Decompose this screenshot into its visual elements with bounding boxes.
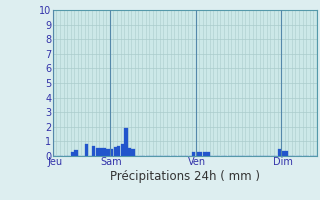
Bar	[203, 152, 206, 156]
Bar	[278, 149, 281, 156]
Bar	[74, 150, 77, 156]
Bar	[121, 144, 124, 156]
Bar	[199, 152, 203, 156]
Bar	[92, 146, 95, 156]
Bar	[114, 147, 117, 156]
Bar	[124, 128, 128, 156]
Bar	[192, 152, 195, 156]
Bar	[132, 149, 135, 156]
Bar	[285, 151, 288, 156]
Bar	[110, 149, 113, 156]
Bar	[71, 152, 74, 156]
Bar	[107, 149, 110, 156]
Bar	[96, 148, 99, 156]
Bar	[99, 148, 103, 156]
Bar	[103, 148, 106, 156]
Bar	[128, 148, 131, 156]
Bar	[85, 144, 88, 156]
Bar	[281, 151, 284, 156]
Bar	[196, 152, 199, 156]
Bar	[206, 152, 210, 156]
Bar	[117, 146, 120, 156]
X-axis label: Précipitations 24h ( mm ): Précipitations 24h ( mm )	[110, 170, 260, 183]
